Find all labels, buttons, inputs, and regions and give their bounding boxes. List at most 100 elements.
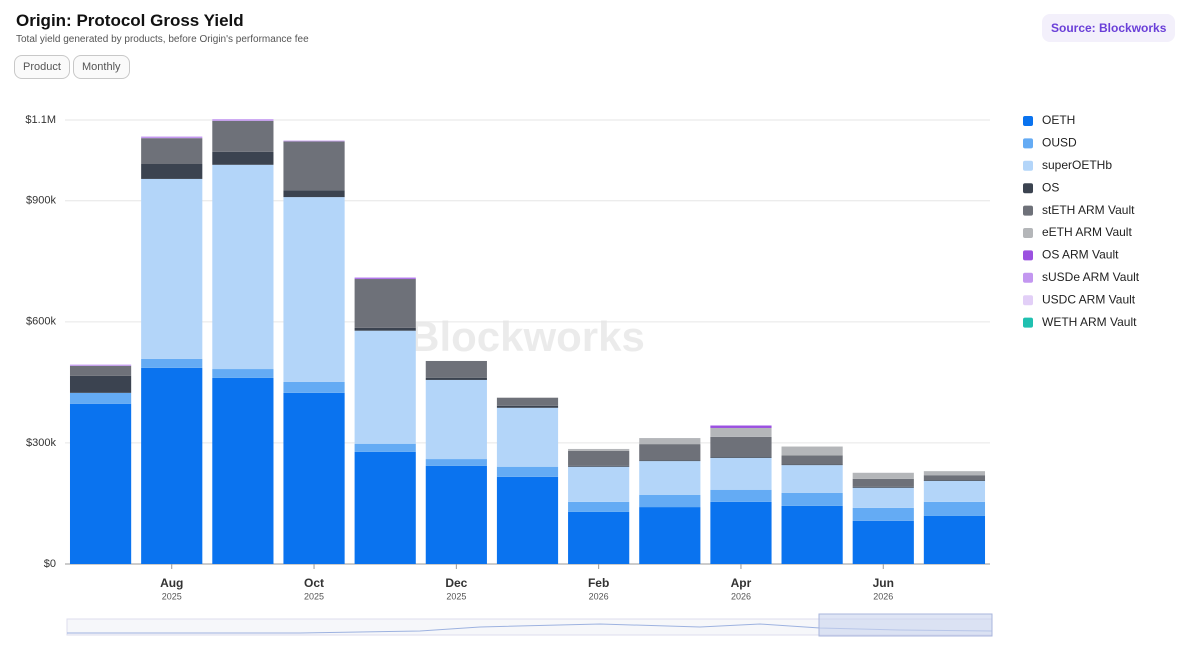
bar-segment <box>781 464 843 466</box>
bar-segment <box>283 392 345 564</box>
legend-label: OETH <box>1042 113 1075 127</box>
bar-segment <box>781 446 843 456</box>
bar-segment <box>496 476 559 564</box>
legend-swatch <box>1023 205 1033 216</box>
bar-segment <box>923 480 986 502</box>
bar-segment <box>283 197 345 382</box>
bar-segment <box>852 478 914 487</box>
legend-swatch <box>1023 272 1033 283</box>
bar-segment <box>425 459 487 466</box>
bar-segment <box>496 397 559 406</box>
bar-segment <box>568 465 630 467</box>
legend-swatch <box>1023 250 1033 261</box>
bar-segment <box>141 138 203 164</box>
legend-item[interactable]: USDC ARM Vault <box>1023 292 1136 306</box>
bar-segment <box>354 330 416 444</box>
x-tick-label: Dec <box>445 576 467 590</box>
bar-segment <box>639 438 701 445</box>
bar-segment <box>141 136 203 139</box>
bar-segment <box>212 119 274 121</box>
bar-segment <box>69 375 132 393</box>
x-tick-label: Jun <box>873 576 894 590</box>
bar-segment <box>212 120 274 152</box>
legend-item[interactable]: WETH ARM Vault <box>1023 315 1137 329</box>
legend-label: OUSD <box>1042 136 1077 150</box>
bar-segment <box>568 448 630 451</box>
bar-segment <box>781 465 843 493</box>
bar-segment <box>425 377 487 380</box>
bar-segment <box>69 403 132 564</box>
bar-segment <box>425 360 487 378</box>
bar-segment <box>639 494 701 508</box>
legend-label: superOETHb <box>1042 158 1112 172</box>
bar-segment <box>568 466 630 502</box>
legend-item[interactable]: superOETHb <box>1023 158 1112 172</box>
legend-label: WETH ARM Vault <box>1042 315 1137 329</box>
bar-segment <box>425 465 487 564</box>
x-tick-label: Apr <box>731 576 752 590</box>
bar-segment <box>283 141 345 191</box>
bar-segment <box>852 487 914 508</box>
x-tick-sublabel: 2026 <box>731 591 751 601</box>
range-slider <box>66 613 993 637</box>
bar-segment <box>710 501 772 564</box>
watermark: Blockworks <box>409 313 645 360</box>
legend-item[interactable]: OS ARM Vault <box>1023 248 1119 262</box>
bar-segment <box>212 151 274 165</box>
x-tick-label: Feb <box>588 576 609 590</box>
bar-segment <box>141 163 203 179</box>
bar-segment <box>923 475 986 481</box>
legend-swatch <box>1023 317 1033 328</box>
x-tick-sublabel: 2026 <box>589 591 609 601</box>
legend-label: eETH ARM Vault <box>1042 225 1132 239</box>
legend-item[interactable]: OUSD <box>1023 136 1077 150</box>
source-badge[interactable]: Source: Blockworks <box>1042 14 1176 42</box>
bar-segment <box>354 327 416 331</box>
legend-swatch <box>1023 138 1033 149</box>
bar-segment <box>852 520 914 564</box>
y-tick-label: $1.1M <box>25 114 56 126</box>
bar-segment <box>283 190 345 198</box>
y-tick-label: $600k <box>26 316 56 328</box>
filter-button[interactable]: Product <box>14 55 70 79</box>
legend-item[interactable]: OS <box>1023 180 1059 194</box>
bar-segment <box>639 461 701 495</box>
bar-segment <box>923 471 986 476</box>
slider-line <box>67 623 993 634</box>
slider-track <box>66 618 993 636</box>
legend-item[interactable]: OETH <box>1023 113 1075 127</box>
legend-label: USDC ARM Vault <box>1042 292 1136 306</box>
legend-label: stETH ARM Vault <box>1042 203 1135 217</box>
bar-segment <box>710 457 772 458</box>
bar-segment <box>496 466 559 477</box>
y-tick-label: $900k <box>26 195 56 207</box>
bar-segment <box>568 511 630 564</box>
legend-item[interactable]: stETH ARM Vault <box>1023 203 1135 217</box>
legend-item[interactable]: sUSDe ARM Vault <box>1023 270 1140 284</box>
bar-segment <box>710 425 772 426</box>
bar-segment <box>212 377 274 564</box>
bar-segment <box>141 178 203 359</box>
bar-segment <box>283 381 345 393</box>
y-tick-label: $0 <box>44 558 56 570</box>
chart-title: Origin: Protocol Gross Yield <box>16 11 244 30</box>
legend-label: sUSDe ARM Vault <box>1042 270 1140 284</box>
x-tick-sublabel: 2025 <box>304 591 324 601</box>
bar-segment <box>923 515 986 564</box>
bar-segment <box>141 358 203 368</box>
bar-segment <box>69 364 132 366</box>
x-tick-sublabel: 2025 <box>162 591 182 601</box>
bar-segment <box>923 480 986 481</box>
bar-segment <box>781 492 843 506</box>
bar-segment <box>141 367 203 564</box>
slider-window <box>818 613 993 637</box>
bar-segment <box>69 392 132 404</box>
legend-item[interactable]: eETH ARM Vault <box>1023 225 1132 239</box>
bar-segment <box>852 486 914 488</box>
filter-button[interactable]: Monthly <box>73 55 130 79</box>
bar-segment <box>354 277 416 279</box>
legend-swatch <box>1023 160 1033 171</box>
legend-label: OS <box>1042 180 1059 194</box>
bar-segment <box>781 455 843 465</box>
